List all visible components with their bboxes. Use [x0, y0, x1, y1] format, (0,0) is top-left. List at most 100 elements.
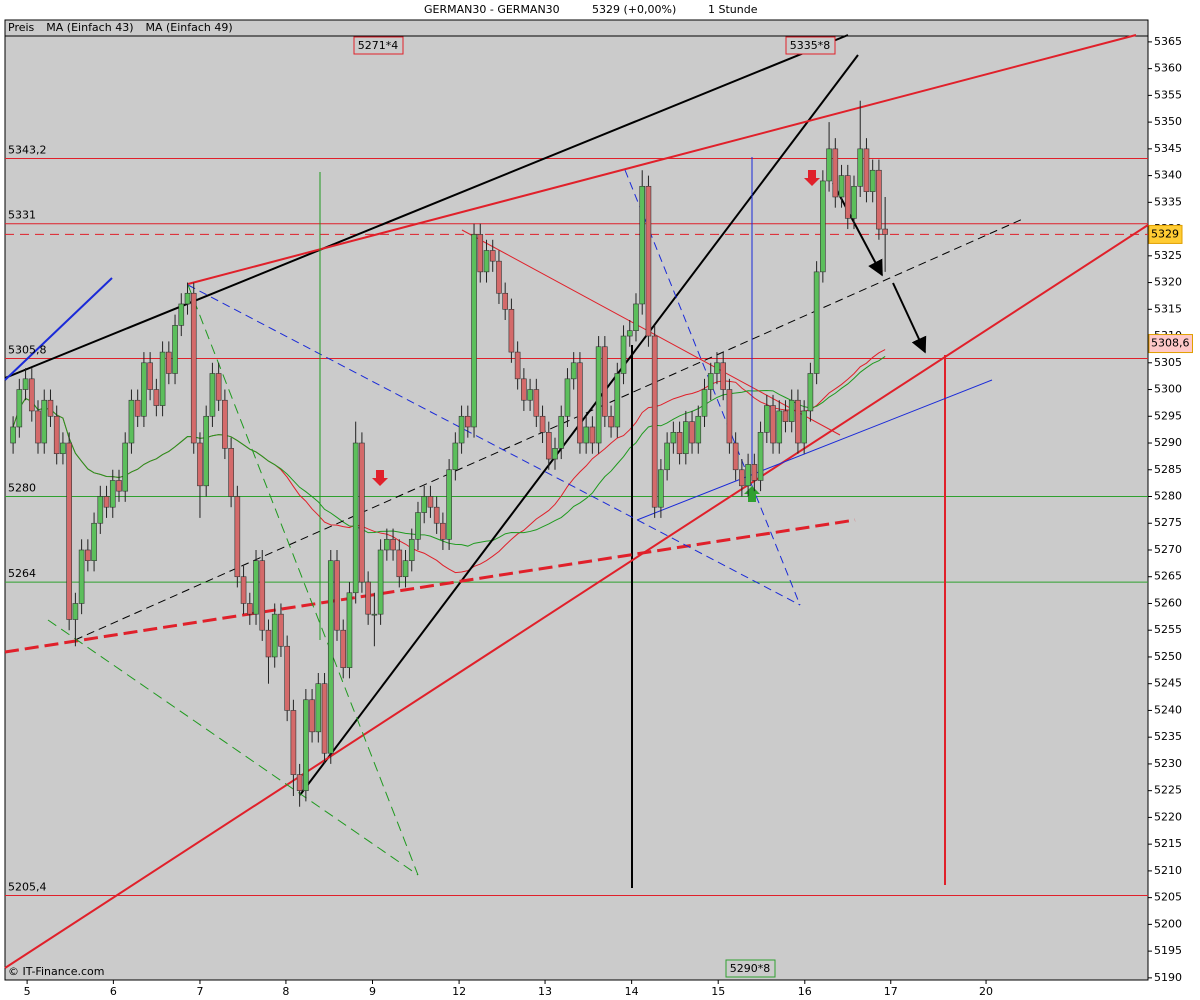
y-tick-label: 5215: [1154, 837, 1182, 850]
trendline: [187, 34, 1137, 285]
level-label: 5343,2: [8, 143, 47, 156]
candle-body: [844, 175, 851, 219]
candle-body: [253, 560, 259, 615]
trendline: [4, 224, 1149, 969]
candle-body: [321, 683, 328, 754]
y-tick-label: 5255: [1154, 623, 1182, 636]
candle-body: [396, 549, 403, 578]
candle-body: [315, 683, 322, 733]
candle-body: [446, 469, 452, 540]
x-tick-label: 13: [538, 985, 552, 998]
timeframe: 1 Stunde: [708, 3, 758, 16]
y-tick-label: 5250: [1154, 650, 1182, 663]
candle-body: [384, 538, 390, 551]
candle-body: [303, 699, 309, 791]
candle-body: [813, 271, 820, 374]
candle-body: [801, 410, 807, 444]
candle-body: [757, 432, 764, 481]
candle-body: [10, 426, 16, 444]
y-tick-label: 5230: [1154, 757, 1182, 770]
candle-body: [851, 185, 857, 219]
candle-body: [246, 603, 253, 615]
candle-body: [271, 613, 278, 658]
candle-body: [589, 426, 596, 444]
candle-body: [620, 335, 627, 374]
footer: © IT-Finance.com: [8, 965, 105, 978]
candle-body: [477, 234, 484, 273]
candle-body: [390, 538, 396, 551]
candle-body: [857, 148, 864, 187]
y-tick-label: 5240: [1154, 703, 1182, 716]
y-tick-label: 5235: [1154, 730, 1182, 743]
y-tick-label: 5265: [1154, 570, 1182, 583]
x-tick-label: 16: [798, 985, 812, 998]
candle-body: [85, 549, 91, 561]
candle-body: [346, 592, 353, 668]
price-marker: [1148, 224, 1183, 244]
candle-body: [763, 405, 770, 433]
candle-body: [352, 442, 359, 594]
trendline: [187, 284, 801, 606]
candle-body: [359, 442, 365, 583]
candle-body: [66, 442, 72, 620]
candle-body: [714, 362, 720, 374]
candle-body: [483, 250, 490, 273]
candle-body: [651, 335, 658, 508]
candle-body: [527, 389, 533, 401]
candle-body: [203, 415, 209, 487]
candle-body: [502, 292, 508, 310]
candle-body: [72, 603, 79, 620]
candle-body: [109, 480, 116, 508]
level-label: 5305,8: [8, 344, 47, 357]
candle-body: [377, 549, 384, 615]
candle-body: [521, 378, 527, 401]
candle-body: [97, 496, 104, 524]
y-tick-label: 5295: [1154, 409, 1182, 422]
candle-body: [577, 362, 583, 444]
trendline: [47, 619, 419, 876]
candle-body: [215, 373, 222, 401]
x-tick-label: 9: [369, 985, 376, 998]
candle-body: [60, 442, 66, 455]
candle-body: [184, 292, 191, 305]
annotation: 5290*8: [730, 962, 771, 975]
legend-entry: MA (Einfach 43): [46, 21, 133, 34]
candle-body: [552, 448, 558, 460]
y-tick-label: 5200: [1154, 917, 1182, 930]
candle-body: [776, 410, 783, 444]
legend-entry: Preis: [8, 21, 35, 34]
candle-body: [782, 410, 789, 422]
candle-body: [433, 506, 440, 524]
trendline: [4, 277, 113, 381]
candle-body: [701, 389, 708, 417]
candle-body: [309, 699, 315, 733]
candle-body: [365, 581, 371, 615]
candle-body: [334, 560, 340, 631]
candle-body: [471, 234, 477, 428]
candle-body: [795, 399, 801, 444]
candle-body: [153, 389, 160, 406]
candle-body: [91, 522, 97, 561]
candle-body: [863, 148, 870, 192]
candle-body: [633, 303, 639, 331]
y-tick-label: 5285: [1154, 463, 1182, 476]
level-label: 5280: [8, 482, 36, 495]
price-marker-label: 5329: [1151, 227, 1179, 240]
candle-body: [222, 399, 228, 449]
candle-body: [22, 378, 29, 390]
candle-body: [458, 415, 465, 444]
candle-body: [47, 399, 54, 417]
annotation: 5335*8: [790, 39, 831, 52]
candle-body: [533, 389, 540, 417]
y-tick-label: 5280: [1154, 490, 1182, 503]
y-tick-label: 5300: [1154, 383, 1182, 396]
annotation: 5271*4: [358, 39, 399, 52]
candle-body: [178, 303, 185, 326]
annotation-box: [353, 36, 404, 55]
candle-body: [166, 351, 172, 374]
candle-body: [278, 613, 284, 647]
candle-body: [558, 415, 565, 449]
candle-body: [608, 415, 614, 428]
candle-body: [683, 421, 689, 455]
y-tick-label: 5205: [1154, 891, 1182, 904]
